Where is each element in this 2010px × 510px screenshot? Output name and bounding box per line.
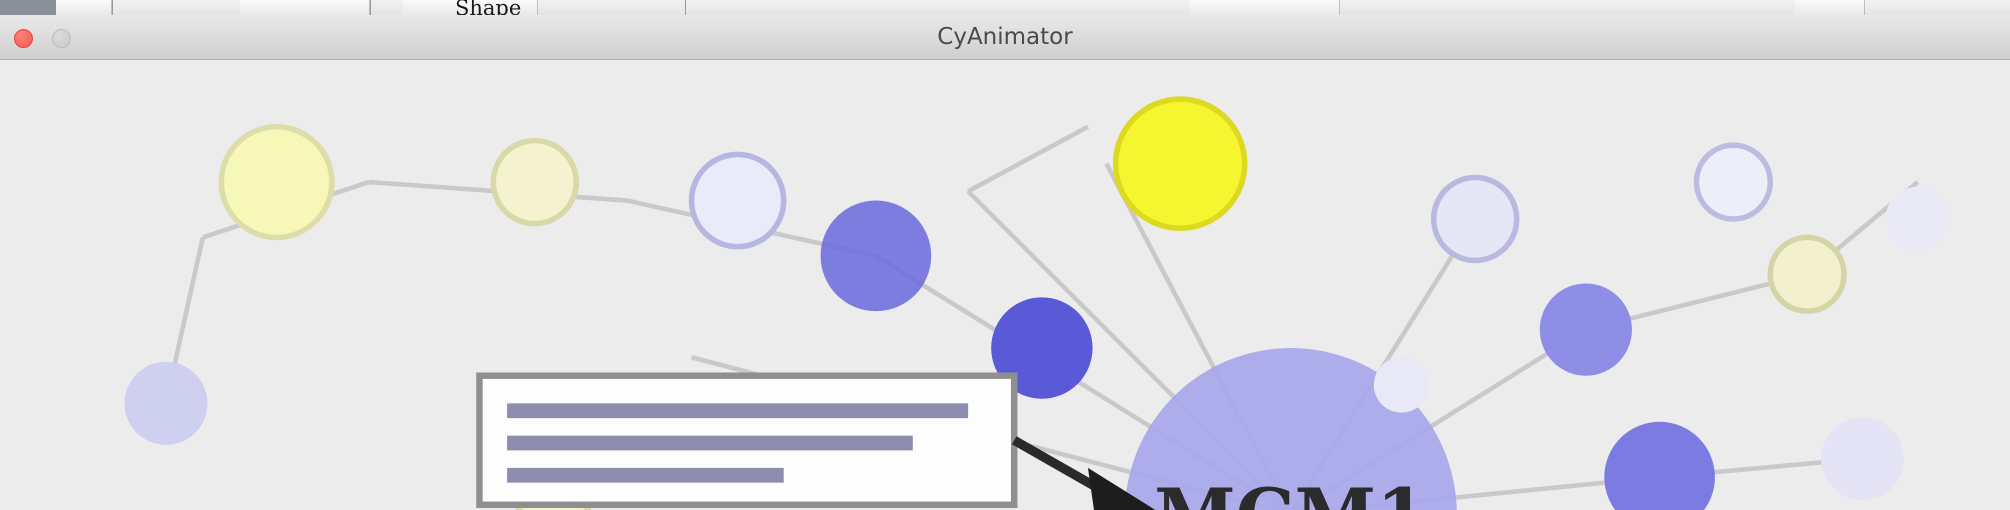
frame-preview: MCM1 bbox=[0, 53, 2010, 510]
bg-chip bbox=[403, 0, 538, 15]
window-titlebar: CyAnimator bbox=[0, 15, 2010, 60]
minimize-button[interactable] bbox=[52, 29, 71, 48]
svg-text:MCM1: MCM1 bbox=[1154, 474, 1427, 510]
bg-chip bbox=[56, 0, 112, 15]
bg-tab-edge bbox=[112, 0, 113, 15]
bg-window-label: Shape bbox=[455, 0, 522, 15]
timeline-frames-area[interactable]: MCM1 bbox=[0, 53, 2010, 510]
close-button[interactable] bbox=[14, 29, 33, 48]
background-window-strip: Shape bbox=[0, 0, 2010, 15]
frame-thumbnail-1[interactable]: MCM1 bbox=[0, 53, 2010, 510]
bg-chip bbox=[1795, 0, 1865, 15]
bg-dark-chip bbox=[0, 0, 56, 15]
window-title: CyAnimator bbox=[937, 24, 1073, 50]
bg-tab-edge bbox=[685, 0, 686, 15]
bg-chip bbox=[1190, 0, 1340, 15]
network-graph-preview: MCM1 bbox=[124, 96, 1951, 510]
bg-chip bbox=[240, 0, 370, 15]
bg-tab-edge bbox=[370, 0, 371, 15]
